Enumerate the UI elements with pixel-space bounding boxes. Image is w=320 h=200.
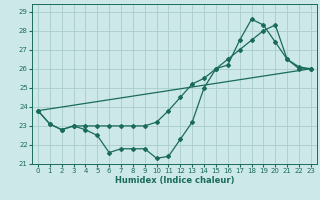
X-axis label: Humidex (Indice chaleur): Humidex (Indice chaleur) [115, 176, 234, 185]
